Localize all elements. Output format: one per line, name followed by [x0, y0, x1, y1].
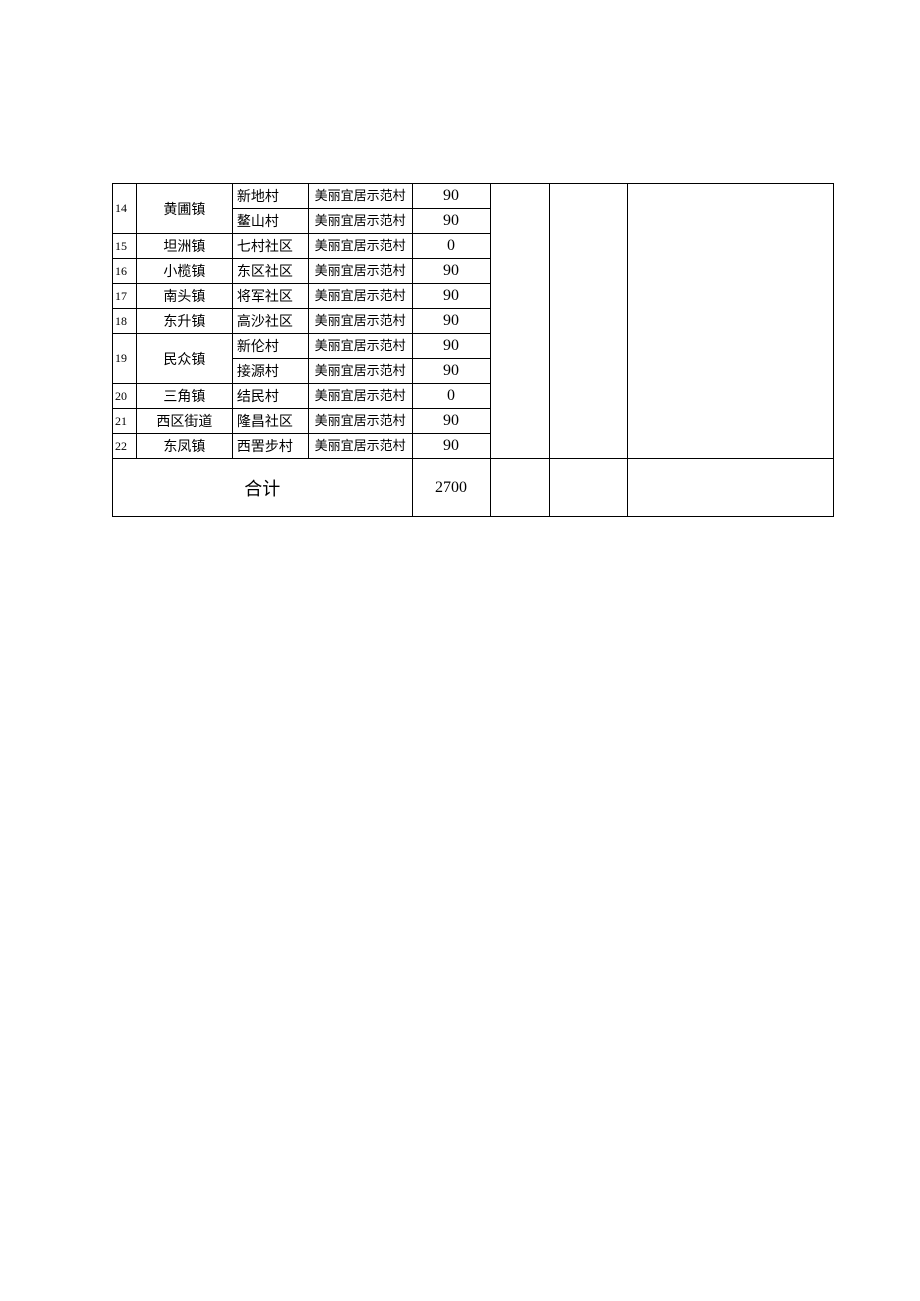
cell-town: 西区街道	[136, 409, 232, 434]
budget-table: 14 黄圃镇 新地村 美丽宜居示范村 90 鳌山村 美丽宜居示范村 90 15 …	[112, 183, 834, 517]
cell-type: 美丽宜居示范村	[308, 434, 412, 459]
cell-type: 美丽宜居示范村	[308, 234, 412, 259]
cell-type: 美丽宜居示范村	[308, 259, 412, 284]
cell-type: 美丽宜居示范村	[308, 309, 412, 334]
cell-village: 鳌山村	[232, 209, 308, 234]
cell-total-label: 合计	[113, 459, 413, 517]
cell-num: 90	[412, 259, 490, 284]
cell-idx: 14	[113, 184, 137, 234]
cell-type: 美丽宜居示范村	[308, 409, 412, 434]
cell-idx: 16	[113, 259, 137, 284]
cell-village: 高沙社区	[232, 309, 308, 334]
cell-village: 新地村	[232, 184, 308, 209]
cell-num: 90	[412, 209, 490, 234]
cell-village: 隆昌社区	[232, 409, 308, 434]
cell-idx: 22	[113, 434, 137, 459]
cell-idx: 17	[113, 284, 137, 309]
cell-idx: 19	[113, 334, 137, 384]
cell-empty	[628, 459, 834, 517]
cell-num: 90	[412, 184, 490, 209]
cell-empty	[490, 459, 550, 517]
cell-type: 美丽宜居示范村	[308, 209, 412, 234]
cell-num: 90	[412, 359, 490, 384]
cell-num: 90	[412, 309, 490, 334]
cell-type: 美丽宜居示范村	[308, 359, 412, 384]
cell-village: 西罟步村	[232, 434, 308, 459]
table-row: 14 黄圃镇 新地村 美丽宜居示范村 90	[113, 184, 834, 209]
cell-num: 0	[412, 384, 490, 409]
cell-idx: 18	[113, 309, 137, 334]
cell-village: 东区社区	[232, 259, 308, 284]
cell-town: 三角镇	[136, 384, 232, 409]
cell-town: 小榄镇	[136, 259, 232, 284]
cell-num: 90	[412, 334, 490, 359]
cell-num: 0	[412, 234, 490, 259]
cell-empty	[490, 184, 550, 459]
cell-town: 坦洲镇	[136, 234, 232, 259]
cell-empty	[628, 184, 834, 459]
cell-idx: 15	[113, 234, 137, 259]
cell-town: 东升镇	[136, 309, 232, 334]
cell-num: 90	[412, 284, 490, 309]
cell-empty	[550, 184, 628, 459]
cell-village: 接源村	[232, 359, 308, 384]
table-total-row: 合计 2700	[113, 459, 834, 517]
cell-town: 黄圃镇	[136, 184, 232, 234]
budget-table-container: 14 黄圃镇 新地村 美丽宜居示范村 90 鳌山村 美丽宜居示范村 90 15 …	[112, 183, 834, 517]
cell-village: 将军社区	[232, 284, 308, 309]
cell-num: 90	[412, 409, 490, 434]
cell-empty	[550, 459, 628, 517]
cell-type: 美丽宜居示范村	[308, 184, 412, 209]
cell-num: 90	[412, 434, 490, 459]
cell-idx: 20	[113, 384, 137, 409]
cell-town: 东凤镇	[136, 434, 232, 459]
cell-town: 民众镇	[136, 334, 232, 384]
cell-idx: 21	[113, 409, 137, 434]
cell-town: 南头镇	[136, 284, 232, 309]
cell-type: 美丽宜居示范村	[308, 384, 412, 409]
cell-type: 美丽宜居示范村	[308, 284, 412, 309]
cell-village: 新伦村	[232, 334, 308, 359]
cell-village: 七村社区	[232, 234, 308, 259]
cell-type: 美丽宜居示范村	[308, 334, 412, 359]
cell-village: 结民村	[232, 384, 308, 409]
cell-total-num: 2700	[412, 459, 490, 517]
